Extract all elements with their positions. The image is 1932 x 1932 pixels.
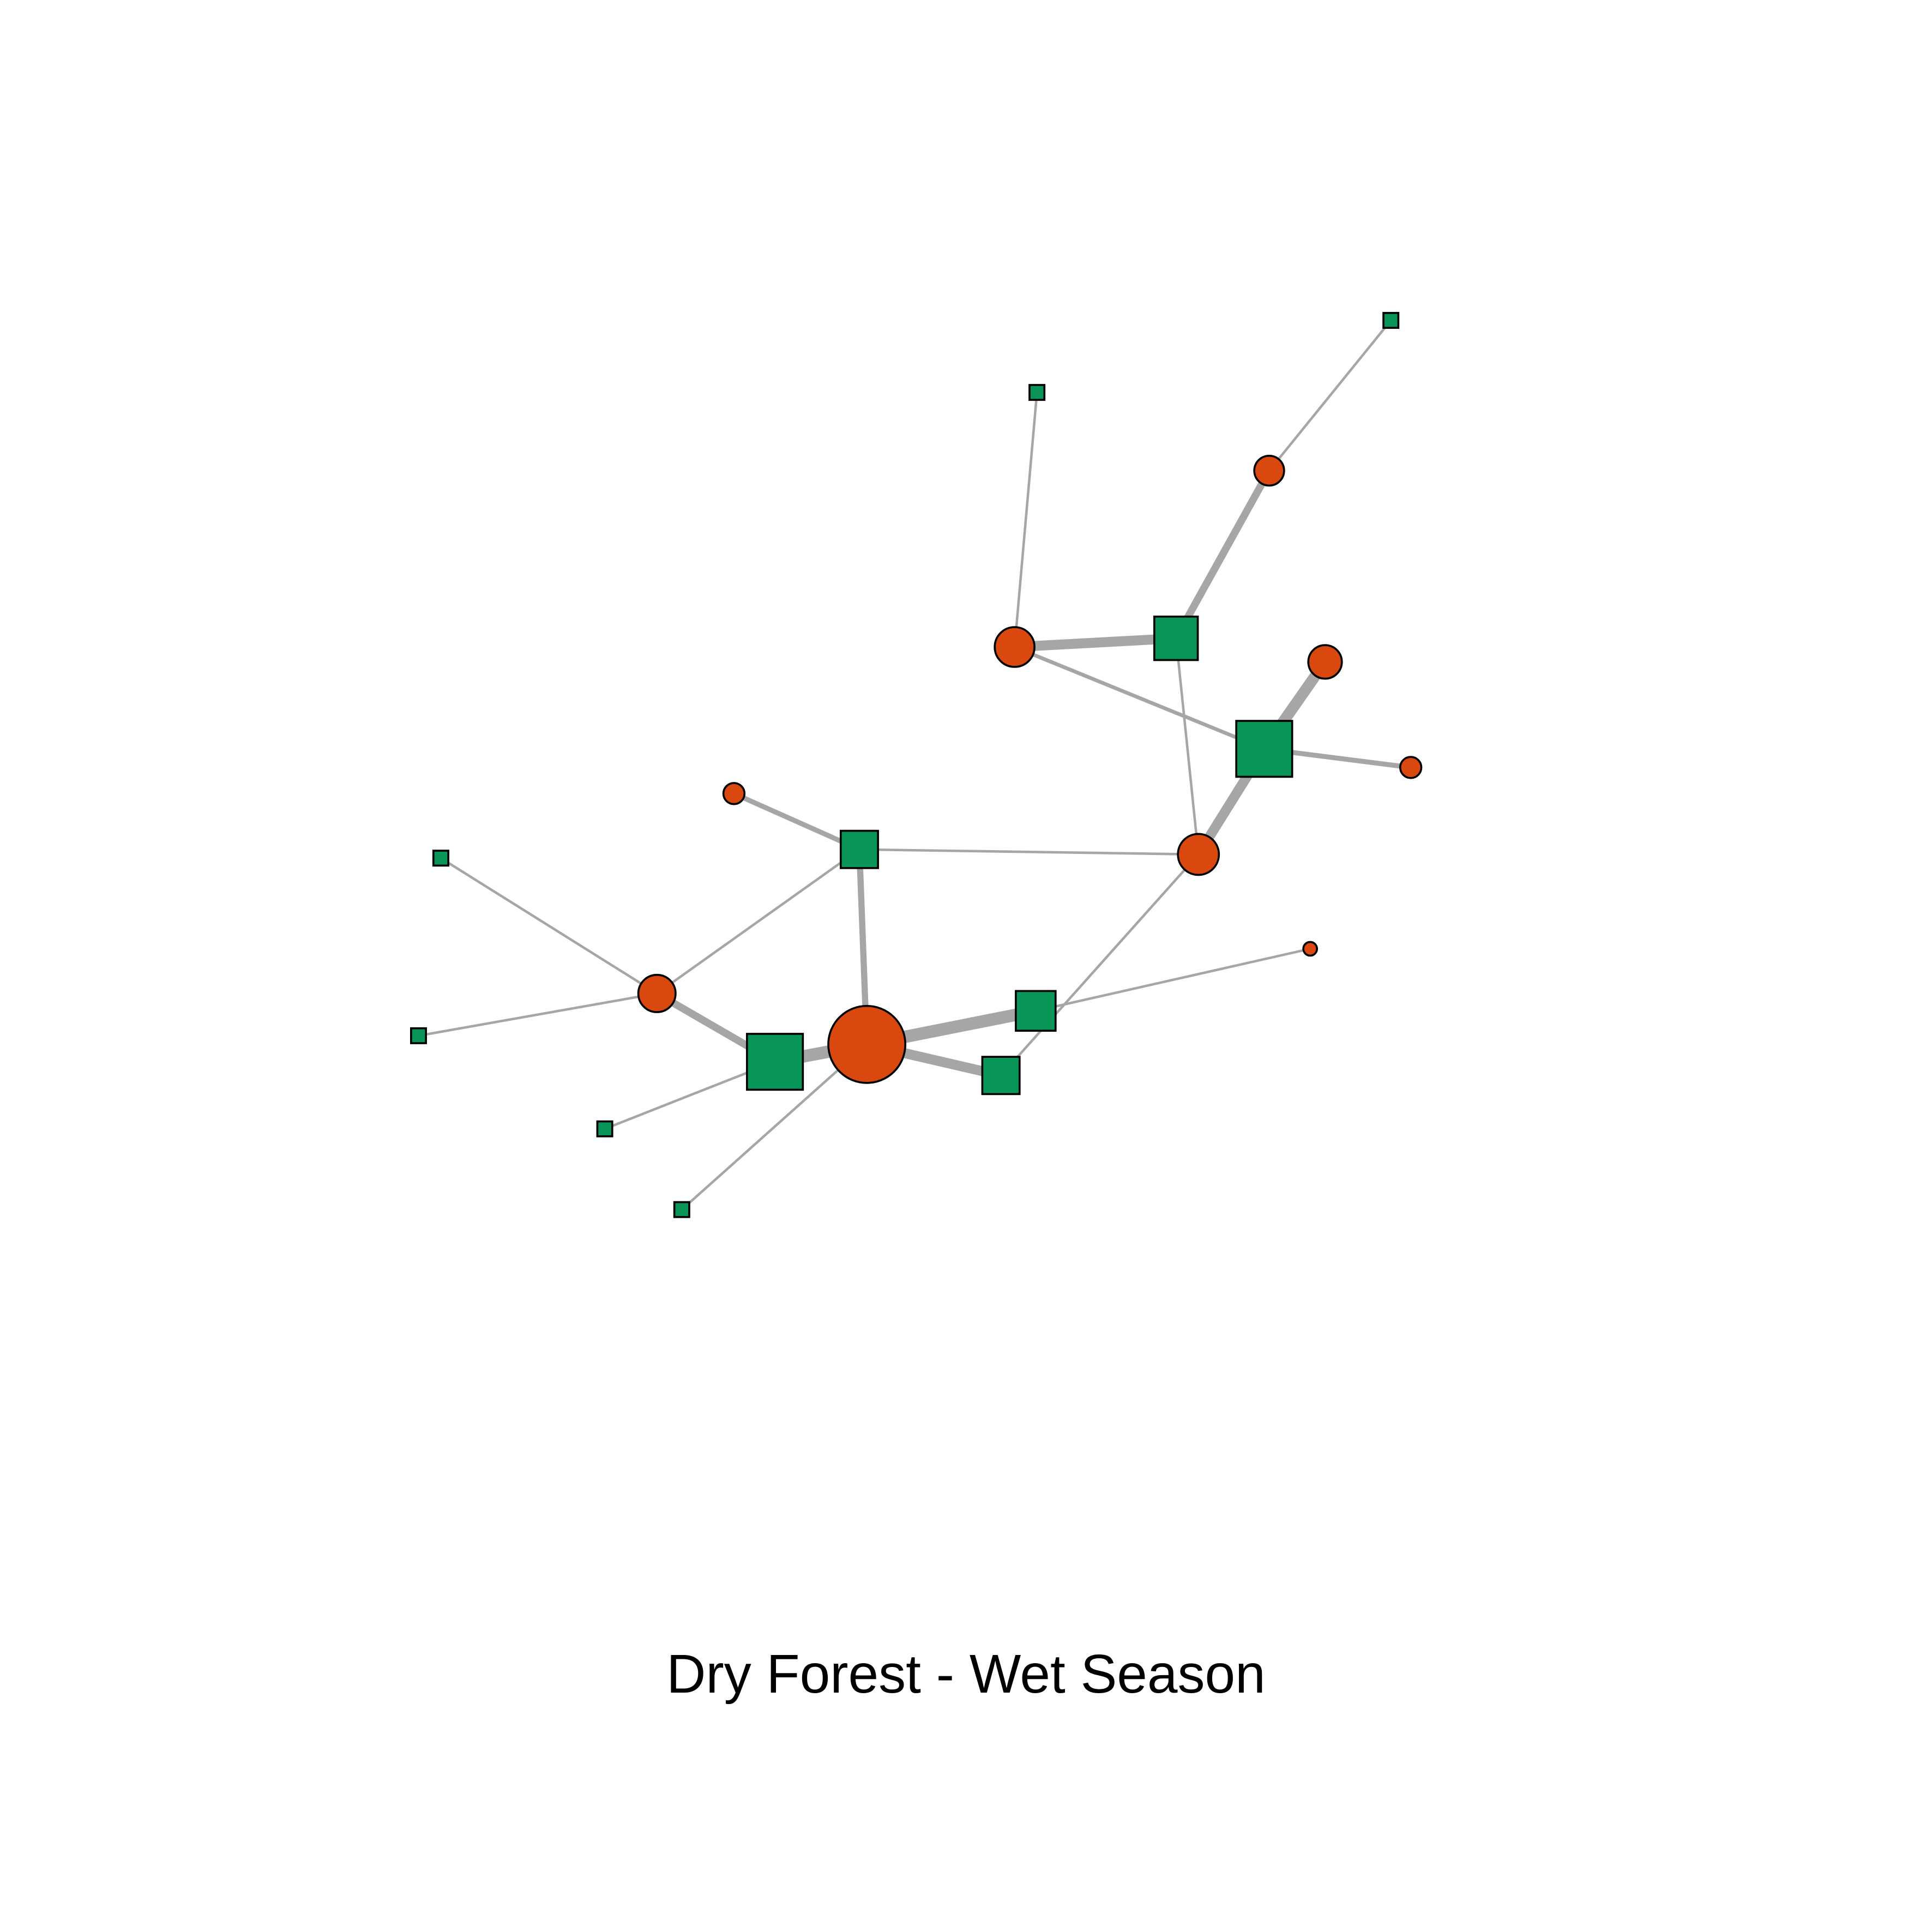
node-nee-circle — [1307, 644, 1343, 680]
edge-top-circle-upper-square — [1014, 633, 1177, 652]
node-tiny-square-4 — [673, 1201, 690, 1218]
node-mid-square-a — [1015, 990, 1057, 1032]
node-tiny-square-5 — [1028, 384, 1046, 401]
edge-hub-circle-tiny-square-4 — [681, 1043, 868, 1211]
edge-ne-circle-upper-square — [1172, 468, 1273, 640]
node-center-square — [839, 829, 879, 869]
node-mid-square-b — [981, 1056, 1021, 1096]
node-top-circle — [994, 626, 1036, 668]
node-hub-circle — [827, 1004, 907, 1084]
node-tiny-square-2 — [410, 1027, 427, 1044]
edge-center-square-west-circle — [656, 848, 860, 995]
node-tiny-square-1 — [432, 850, 449, 867]
edge-layer — [418, 320, 1411, 1211]
node-tiny-square-3 — [596, 1120, 613, 1137]
edge-top-circle-big-square — [1014, 645, 1265, 751]
edge-upper-square-east-circle — [1175, 638, 1200, 855]
node-layer — [410, 312, 1423, 1218]
edge-tiny-square-1-west-circle — [440, 857, 658, 995]
edge-mid-square-a-small-circle-b — [1035, 947, 1311, 1013]
node-east-circle — [1177, 833, 1220, 876]
node-small-circle-b — [1302, 941, 1319, 957]
edge-center-square-east-circle — [859, 848, 1199, 856]
figure-caption: Dry Forest - Wet Season — [666, 1644, 1266, 1705]
node-far-e-circle — [1399, 756, 1423, 779]
edge-tiny-square-6-ne-circle — [1268, 320, 1392, 472]
node-big-square — [1235, 720, 1293, 778]
node-small-circle-a — [722, 782, 746, 805]
edge-tiny-square-5-top-circle — [1013, 392, 1038, 647]
edge-tiny-square-2-west-circle — [418, 992, 658, 1037]
edge-small-circle-a-center-square — [733, 791, 860, 852]
edge-east-circle-mid-square-b — [1000, 853, 1200, 1076]
node-left-square — [746, 1033, 804, 1091]
node-west-circle — [637, 973, 677, 1013]
node-upper-square — [1153, 615, 1199, 661]
node-tiny-square-6 — [1382, 312, 1400, 329]
node-ne-circle — [1253, 454, 1285, 487]
